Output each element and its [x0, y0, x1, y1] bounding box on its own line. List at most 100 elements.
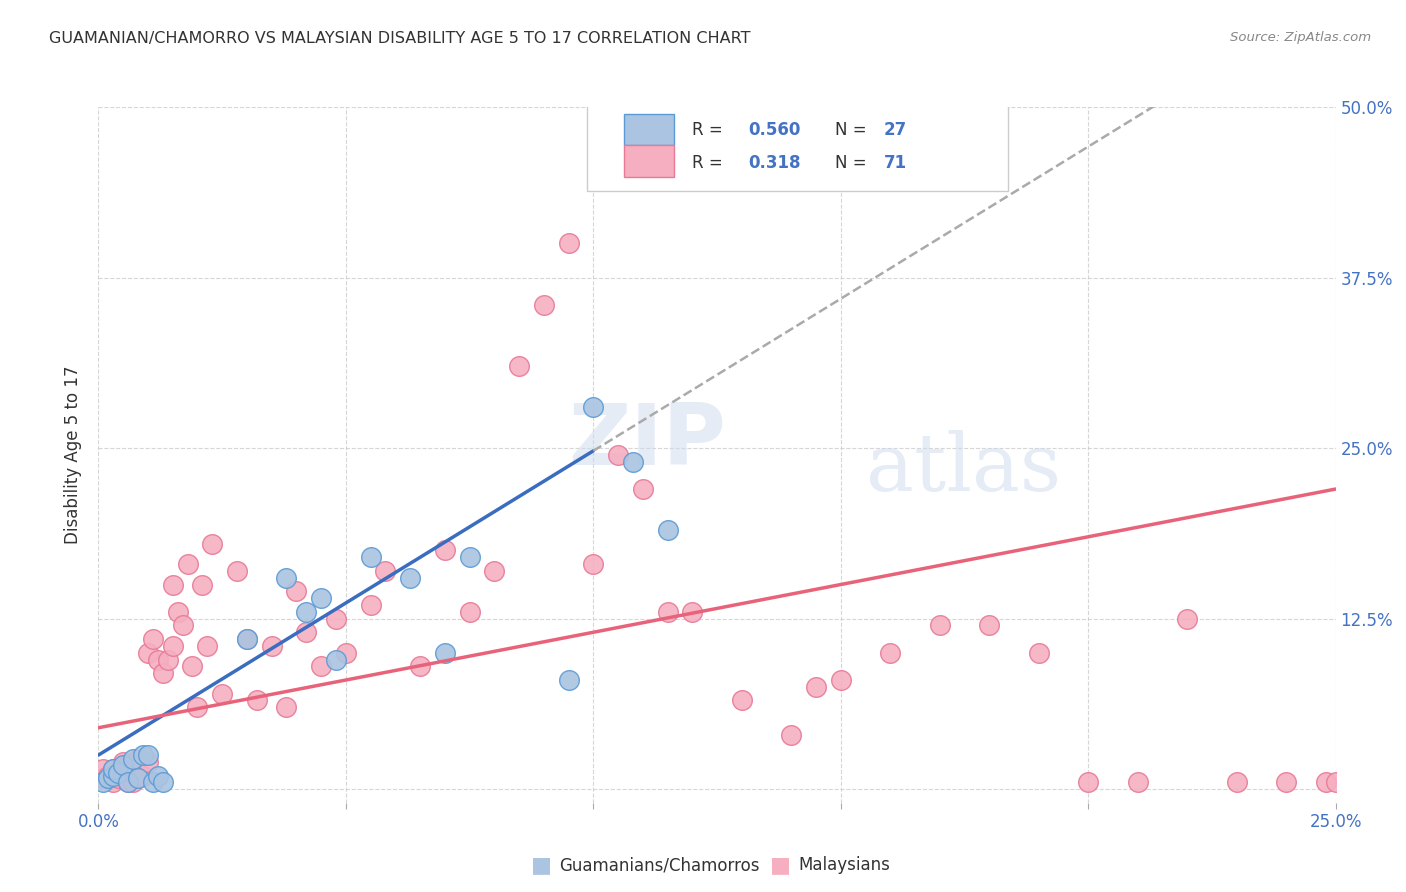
Text: R =: R = — [692, 121, 728, 139]
Point — [582, 400, 605, 414]
Point — [132, 747, 155, 762]
Text: Source: ZipAtlas.com: Source: ZipAtlas.com — [1230, 31, 1371, 45]
Text: ■: ■ — [770, 855, 790, 875]
Text: R =: R = — [692, 153, 728, 171]
Point — [191, 577, 214, 591]
Point — [172, 618, 194, 632]
Point — [146, 768, 169, 782]
Y-axis label: Disability Age 5 to 17: Disability Age 5 to 17 — [65, 366, 83, 544]
Point — [295, 625, 318, 640]
Point — [103, 762, 125, 776]
Point — [246, 693, 269, 707]
FancyBboxPatch shape — [624, 114, 673, 145]
Point — [117, 775, 139, 789]
Point — [146, 652, 169, 666]
Point — [325, 652, 347, 666]
Point — [1077, 775, 1099, 789]
Point — [97, 771, 120, 785]
Text: GUAMANIAN/CHAMORRO VS MALAYSIAN DISABILITY AGE 5 TO 17 CORRELATION CHART: GUAMANIAN/CHAMORRO VS MALAYSIAN DISABILI… — [49, 31, 751, 46]
Point — [309, 659, 332, 673]
Text: 0.560: 0.560 — [748, 121, 800, 139]
Point — [201, 536, 224, 550]
Point — [136, 646, 159, 660]
Point — [458, 550, 481, 565]
Point — [631, 482, 654, 496]
Point — [122, 765, 145, 780]
Point — [508, 359, 530, 374]
Point — [681, 605, 703, 619]
Point — [374, 564, 396, 578]
Point — [295, 605, 318, 619]
Point — [107, 765, 129, 780]
Point — [433, 543, 456, 558]
Point — [136, 755, 159, 769]
FancyBboxPatch shape — [624, 145, 673, 177]
Point — [928, 618, 950, 632]
Point — [122, 752, 145, 766]
Point — [127, 771, 149, 785]
Point — [181, 659, 204, 673]
Text: 0.318: 0.318 — [748, 153, 800, 171]
Text: ■: ■ — [531, 855, 551, 875]
Point — [1315, 775, 1337, 789]
Point — [1226, 775, 1249, 789]
Text: ZIP: ZIP — [568, 400, 727, 483]
Point — [879, 646, 901, 660]
Point — [93, 762, 115, 776]
Point — [360, 598, 382, 612]
Text: 71: 71 — [884, 153, 907, 171]
Point — [166, 605, 188, 619]
Point — [433, 646, 456, 660]
Point — [557, 673, 579, 687]
Point — [979, 618, 1001, 632]
Point — [1126, 775, 1149, 789]
Point — [136, 747, 159, 762]
Point — [458, 605, 481, 619]
Point — [103, 762, 125, 776]
Point — [97, 768, 120, 782]
Point — [112, 755, 135, 769]
Point — [399, 571, 422, 585]
Point — [112, 768, 135, 782]
Point — [335, 646, 357, 660]
Text: N =: N = — [835, 121, 872, 139]
Point — [804, 680, 827, 694]
Point — [276, 571, 298, 585]
Text: Guamanians/Chamorros: Guamanians/Chamorros — [560, 856, 761, 874]
Point — [325, 612, 347, 626]
Point — [127, 752, 149, 766]
Point — [657, 523, 679, 537]
Point — [557, 236, 579, 251]
Point — [142, 632, 165, 646]
Point — [260, 639, 283, 653]
Point — [176, 557, 198, 571]
Point — [1324, 775, 1347, 789]
FancyBboxPatch shape — [588, 96, 1008, 191]
Text: N =: N = — [835, 153, 872, 171]
Point — [103, 768, 125, 782]
Point — [195, 639, 218, 653]
Point — [607, 448, 630, 462]
Point — [162, 577, 184, 591]
Point — [533, 298, 555, 312]
Point — [360, 550, 382, 565]
Point — [1175, 612, 1198, 626]
Text: 27: 27 — [884, 121, 907, 139]
Point — [162, 639, 184, 653]
Point — [285, 584, 308, 599]
Point — [731, 693, 754, 707]
Point — [582, 557, 605, 571]
Point — [780, 728, 803, 742]
Point — [1275, 775, 1298, 789]
Point — [107, 771, 129, 785]
Point — [276, 700, 298, 714]
Point — [122, 775, 145, 789]
Point — [830, 673, 852, 687]
Point — [132, 768, 155, 782]
Point — [236, 632, 259, 646]
Point — [152, 775, 174, 789]
Point — [186, 700, 208, 714]
Point — [103, 775, 125, 789]
Point — [211, 687, 233, 701]
Point — [1028, 646, 1050, 660]
